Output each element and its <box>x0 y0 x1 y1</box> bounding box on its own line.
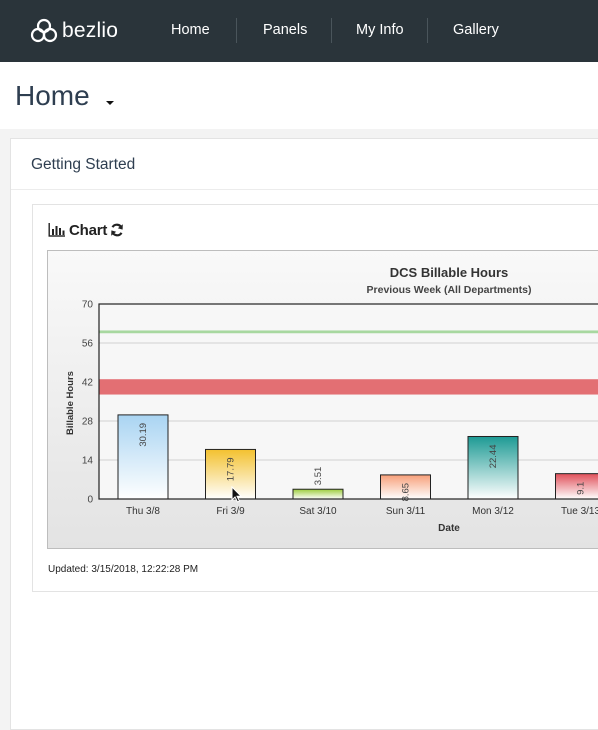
y-tick-label: 56 <box>82 339 94 350</box>
panel-header: Getting Started <box>11 139 598 190</box>
y-tick-label: 0 <box>87 495 93 506</box>
y-tick-label: 70 <box>82 300 94 311</box>
nav-panels[interactable]: Panels <box>263 0 307 62</box>
nav-divider <box>427 18 428 43</box>
nav-home[interactable]: Home <box>171 0 210 62</box>
refresh-icon[interactable] <box>110 223 124 237</box>
panel-getting-started: Getting Started Chart DCS Billable Hours <box>10 138 598 730</box>
billable-hours-chart: DCS Billable Hours Previous Week (All De… <box>48 251 598 548</box>
logo[interactable]: bezlio <box>30 17 118 45</box>
nav-gallery[interactable]: Gallery <box>453 0 499 62</box>
nav-divider <box>331 18 332 43</box>
target-line <box>99 330 598 333</box>
updated-timestamp: Updated: 3/15/2018, 12:22:28 PM <box>48 564 198 575</box>
card-title: Chart <box>69 222 107 239</box>
card-header: Chart <box>48 220 124 240</box>
y-tick-label: 14 <box>82 456 94 467</box>
x-tick-label: Sun 3/11 <box>386 506 426 517</box>
caret-down-icon[interactable] <box>106 101 114 105</box>
x-tick-label: Thu 3/8 <box>126 506 160 517</box>
x-tick-label: Fri 3/9 <box>216 506 245 517</box>
chart-title: DCS Billable Hours <box>390 265 508 280</box>
x-tick-label: Tue 3/13 <box>561 506 598 517</box>
y-tick-label: 28 <box>82 417 94 428</box>
mouse-pointer-icon <box>231 486 243 503</box>
page-title: Home <box>15 80 90 112</box>
x-tick-label: Sat 3/10 <box>299 506 337 517</box>
chart-card: Chart DCS Billable Hours Previous Week (… <box>32 204 598 592</box>
bar-value-label: 9.1 <box>576 482 587 495</box>
top-navbar: bezlio Home Panels My Info Gallery <box>0 0 598 62</box>
bar-3[interactable] <box>293 489 343 499</box>
bezlio-logo-icon <box>30 18 58 44</box>
threshold-band <box>99 379 598 394</box>
bar-value-label: 17.79 <box>226 457 237 481</box>
x-tick-label: Mon 3/12 <box>472 506 514 517</box>
y-axis-label: Billable Hours <box>65 371 76 435</box>
nav-divider <box>236 18 237 43</box>
bar-value-label: 3.51 <box>313 467 324 486</box>
chart-container: DCS Billable Hours Previous Week (All De… <box>47 250 598 549</box>
logo-text: bezlio <box>62 19 118 43</box>
nav-my-info[interactable]: My Info <box>356 0 404 62</box>
x-axis-label: Date <box>438 523 460 534</box>
bar-value-label: 30.19 <box>138 423 149 447</box>
y-tick-label: 42 <box>82 378 94 389</box>
chart-subtitle: Previous Week (All Departments) <box>367 284 532 296</box>
bar-value-label: 22.44 <box>488 444 499 468</box>
panel-title: Getting Started <box>31 156 135 174</box>
bar-chart-icon <box>48 223 65 237</box>
